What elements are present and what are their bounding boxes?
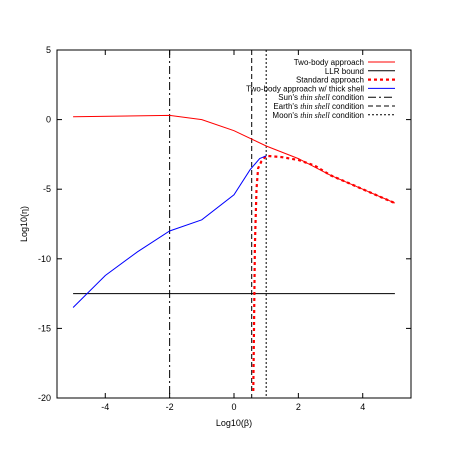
x-axis-label: Log10(β) [216,418,252,428]
x-tick-label: -4 [101,402,109,412]
reference-lines [169,50,267,398]
legend-item-vline-3-label: Moon's thin shell condition [272,111,364,120]
x-tick-label: 2 [296,402,301,412]
y-axis-label: Log10(η) [19,206,29,242]
y-tick-label: -10 [38,254,51,264]
series-line-1 [73,114,396,204]
y-tick-label: -5 [43,184,51,194]
x-tick-label: -2 [166,402,174,412]
series-line-4 [72,155,267,308]
y-tick-label: -15 [38,323,51,333]
x-tick-label: 0 [231,402,236,412]
legend-item-series-2-label: LLR bound [325,67,364,76]
y-tick-label: 0 [46,115,51,125]
legend-item-series-4-label: Two-body approach w/ thick shell [246,84,364,93]
legend-item-vline-1-label: Sun's thin shell condition [278,93,364,102]
x-tick-label: 4 [360,402,365,412]
legend-item-series-3-label: Standard approach [296,76,364,85]
legend-item-vline-2-label: Earth's thin shell condition [273,102,364,111]
series-lines [72,114,396,392]
legend-item-series-1-label: Two-body approach [294,58,364,67]
y-tick-label: 5 [46,45,51,55]
y-tick-label: -20 [38,393,51,403]
series-line-3 [252,154,396,392]
